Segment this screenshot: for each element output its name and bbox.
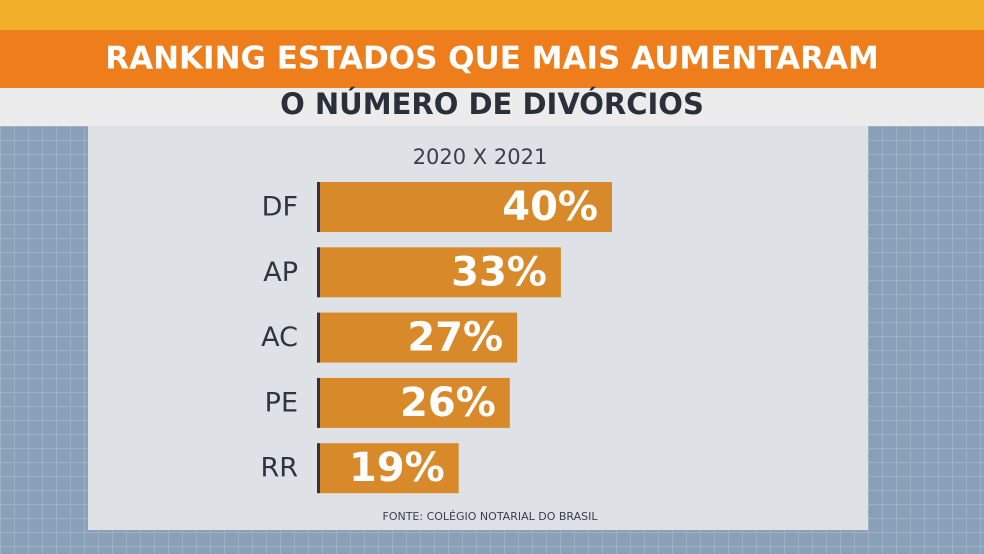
category-label: AP [263,257,298,288]
value-label: 27% [407,315,503,361]
value-label: 40% [502,184,598,230]
value-label: 19% [349,445,445,491]
subtitle-band [0,88,984,126]
axis-tick [317,377,320,428]
bar [320,182,612,232]
value-label: 33% [451,249,547,295]
bar [320,312,518,363]
category-label: AC [261,322,298,353]
axis-tick [317,443,320,494]
value-label: 26% [400,380,496,426]
source: FONTE: COLÉGIO NOTARIAL DO BRASIL [383,510,599,523]
category-label: DF [262,192,298,223]
category-label: RR [260,453,298,484]
chart-title: RANKING ESTADOS QUE MAIS AUMENTARAM [105,41,879,77]
title-band [0,30,984,88]
axis-tick [317,312,320,363]
bar [320,443,459,494]
category-label: PE [265,387,298,418]
period: 2020 X 2021 [413,145,548,169]
chart-subtitle: O NÚMERO DE DIVÓRCIOS [280,87,704,121]
bar [320,377,510,428]
bar [320,247,561,298]
axis-tick [317,247,320,298]
axis-tick [317,182,320,232]
top-stripe [0,0,984,30]
